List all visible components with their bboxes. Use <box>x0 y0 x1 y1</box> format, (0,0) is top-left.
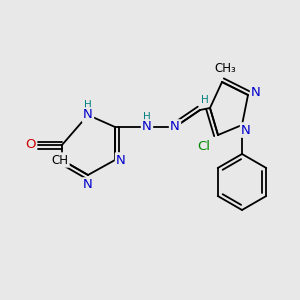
Text: N: N <box>170 121 180 134</box>
Text: N: N <box>83 178 93 191</box>
Text: CH₃: CH₃ <box>214 61 236 74</box>
Text: H: H <box>143 112 151 122</box>
Text: N: N <box>251 85 261 98</box>
Text: N: N <box>83 109 93 122</box>
Text: H: H <box>201 95 209 105</box>
Text: N: N <box>241 124 251 136</box>
Text: CH: CH <box>52 154 68 166</box>
Text: N: N <box>142 121 152 134</box>
Text: H: H <box>84 100 92 110</box>
Text: N: N <box>116 154 126 166</box>
Text: Cl: Cl <box>197 140 211 154</box>
Text: O: O <box>25 139 35 152</box>
